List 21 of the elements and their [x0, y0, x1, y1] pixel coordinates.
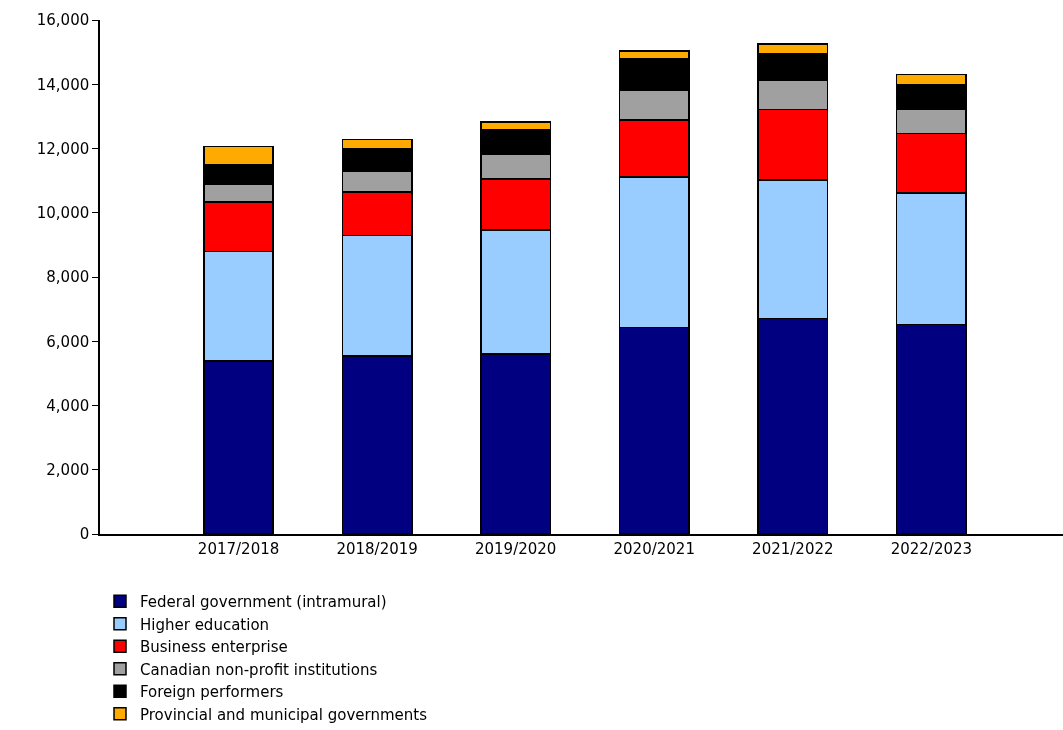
x-tick-label: 2017/2018 — [197, 539, 280, 558]
y-tick-label: 0 — [79, 525, 90, 544]
y-tick-label: 8,000 — [46, 268, 90, 287]
legend-label: Foreign performers — [140, 683, 284, 702]
y-tick-label: 6,000 — [46, 332, 90, 351]
x-tick-label: 2021/2022 — [752, 539, 834, 558]
y-tick-label: 4,000 — [46, 396, 90, 415]
legend-label: Federal government (intramural) — [140, 593, 387, 612]
x-tick-label: 2022/2023 — [890, 539, 973, 558]
legend-label: Canadian non-profit institutions — [140, 660, 378, 679]
x-tick-label: 2018/2019 — [336, 539, 418, 558]
legend-label: Business enterprise — [140, 638, 288, 657]
legend-label: Provincial and municipal governments — [140, 705, 428, 724]
y-tick-label: 10,000 — [36, 204, 90, 222]
y-tick-label: 2,000 — [46, 461, 90, 479]
y-tick-label: 16,000 — [36, 11, 90, 30]
x-tick-label: 2019/2020 — [474, 539, 557, 558]
legend-label: Higher education — [140, 615, 270, 634]
y-tick-label: 12,000 — [36, 139, 90, 158]
y-tick-label: 14,000 — [36, 75, 90, 94]
x-tick-label: 2020/2021 — [613, 539, 695, 558]
